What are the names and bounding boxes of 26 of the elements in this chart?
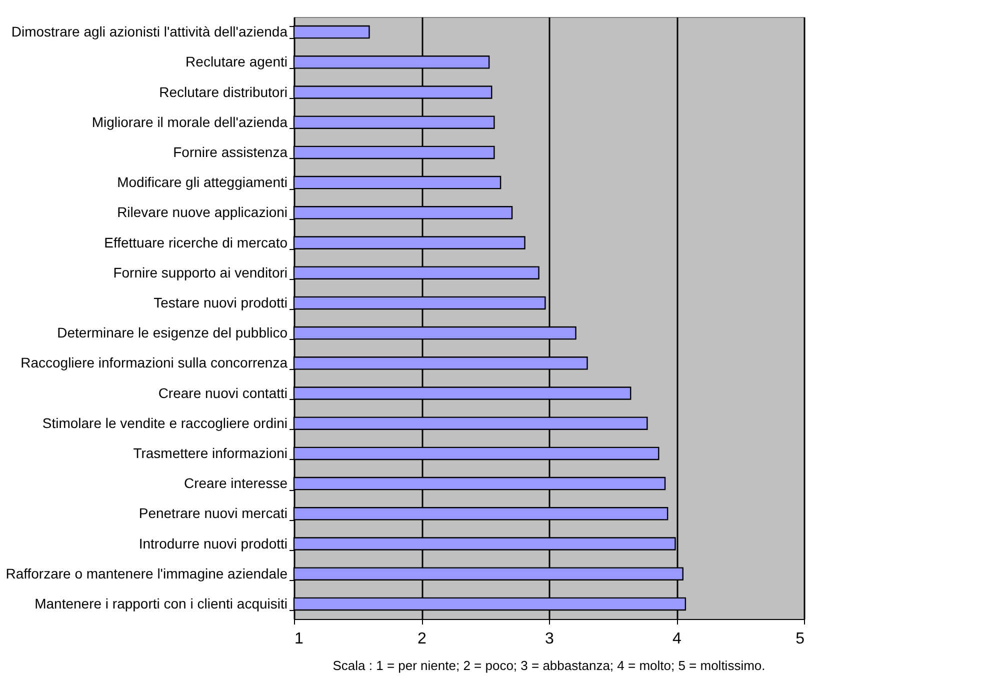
y-tick-label: Reclutare agenti	[186, 54, 288, 70]
y-tick-label: Migliorare il morale dell'azienda	[92, 114, 288, 130]
x-tick-label: 1	[294, 630, 304, 648]
y-tick-label: Dimostrare agli azionisti l'attività dell'azienda	[11, 24, 288, 40]
y-tick-label: Determinare le esigenze del pubblico	[57, 324, 288, 341]
y-tick-label: Effettuare ricerche di mercato	[104, 234, 288, 250]
y-tick-label: Fornire supporto ai venditori	[113, 264, 288, 280]
y-tick-label: Creare nuovi contatti	[158, 384, 288, 401]
text: Scala : 1 = per niente; 2 = poco; 3 = abbastanza; 4 = molto; 5 = moltissimo.	[332, 658, 766, 673]
y-tick-label: Mantenere i rapporti con i clienti acquisiti	[34, 595, 288, 612]
y-tick-label: Rilevare nuove applicazioni	[117, 204, 288, 220]
x-tick-label: 2	[418, 630, 427, 648]
y-tick-label: Testare nuovi prodotti	[154, 294, 288, 310]
y-tick-label: Reclutare distributori	[159, 84, 288, 100]
y-tick-label: Rafforzare o mantenere l'immagine aziendale	[6, 565, 288, 582]
y-tick-label: Fornire assistenza	[173, 144, 288, 160]
x-tick-label: 4	[672, 630, 682, 648]
y-tick-label: Modificare gli atteggiamenti	[117, 174, 288, 190]
y-tick-label: Stimolare le vendite e raccogliere ordini	[42, 414, 288, 431]
x-tick-label: 3	[545, 630, 554, 648]
y-tick-label: Penetrare nuovi mercati	[138, 505, 288, 522]
y-tick-label: Introdurre nuovi prodotti	[138, 535, 288, 552]
y-tick-label: Raccogliere informazioni sulla concorrenza	[20, 354, 288, 371]
y-tick-label: Creare interesse	[184, 475, 288, 492]
x-tick-label: 5	[796, 630, 805, 648]
y-tick-label: Trasmettere informazioni	[133, 444, 288, 461]
